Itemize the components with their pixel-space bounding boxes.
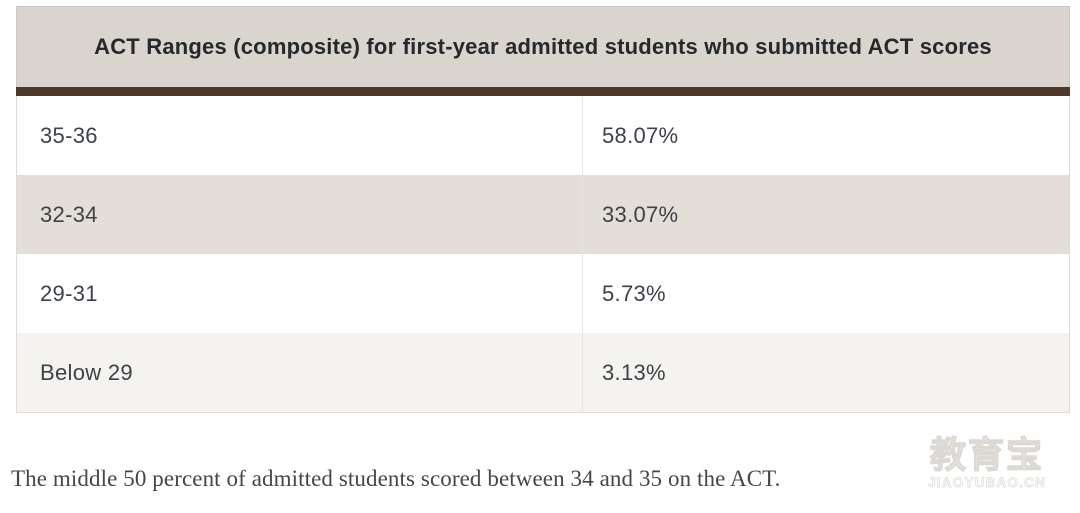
act-range-cell: 35-36 [17, 96, 583, 175]
watermark-site-text: JIAOYUBAO.CN [928, 475, 1046, 490]
act-range-cell: 29-31 [17, 254, 583, 333]
table-title-bar: ACT Ranges (composite) for first-year ad… [16, 6, 1070, 87]
accent-bar [16, 87, 1070, 96]
table-row: 32-34 33.07% [17, 175, 1069, 254]
summary-caption: The middle 50 percent of admitted studen… [11, 466, 781, 491]
percent-cell: 58.07% [602, 122, 679, 148]
act-range-cell: 32-34 [17, 175, 583, 254]
table-row: 29-31 5.73% [17, 254, 1069, 333]
table-title: ACT Ranges (composite) for first-year ad… [94, 34, 992, 59]
percent-cell: 3.13% [602, 359, 666, 385]
table-row: 35-36 58.07% [17, 96, 1069, 175]
watermark-logo-text: 教育宝 [929, 434, 1045, 475]
table-row: Below 29 3.13% [17, 333, 1069, 412]
watermark: 教育宝 JIAOYUBAO.CN [928, 434, 1046, 490]
act-range-cell: Below 29 [17, 333, 583, 412]
table-body: 35-36 58.07% 32-34 33.07% 29-31 5.73% Be… [16, 96, 1070, 413]
percent-cell: 5.73% [602, 280, 666, 306]
act-score-table: ACT Ranges (composite) for first-year ad… [16, 6, 1070, 413]
percent-cell: 33.07% [602, 201, 679, 227]
